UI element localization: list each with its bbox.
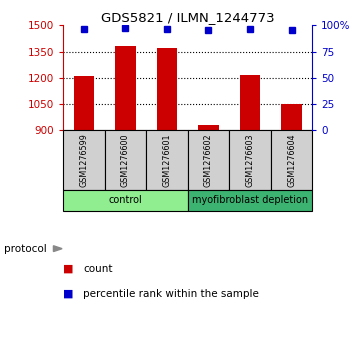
FancyBboxPatch shape [63, 189, 188, 211]
Title: GDS5821 / ILMN_1244773: GDS5821 / ILMN_1244773 [101, 11, 274, 24]
FancyBboxPatch shape [63, 130, 105, 189]
Bar [74, 77, 94, 130]
Text: protocol: protocol [4, 244, 46, 254]
Text: percentile rank within the sample: percentile rank within the sample [83, 289, 259, 299]
Text: GSM1276603: GSM1276603 [245, 133, 255, 187]
Text: GSM1276599: GSM1276599 [79, 133, 88, 187]
Text: GSM1276601: GSM1276601 [162, 133, 171, 187]
Text: ■: ■ [63, 289, 74, 299]
Bar [281, 104, 302, 130]
FancyBboxPatch shape [146, 130, 188, 189]
Text: GSM1276602: GSM1276602 [204, 133, 213, 187]
FancyBboxPatch shape [188, 130, 229, 189]
FancyBboxPatch shape [229, 130, 271, 189]
Bar [198, 125, 219, 130]
Text: myofibroblast depletion: myofibroblast depletion [192, 195, 308, 205]
Text: control: control [109, 195, 142, 205]
FancyBboxPatch shape [188, 189, 312, 211]
Text: GSM1276600: GSM1276600 [121, 133, 130, 187]
Text: GSM1276604: GSM1276604 [287, 133, 296, 187]
Text: ■: ■ [63, 264, 74, 274]
Bar [157, 48, 177, 130]
Bar [240, 74, 260, 130]
FancyBboxPatch shape [271, 130, 312, 189]
FancyBboxPatch shape [105, 130, 146, 189]
Bar [115, 46, 136, 130]
Polygon shape [53, 246, 62, 252]
Text: count: count [83, 264, 113, 274]
